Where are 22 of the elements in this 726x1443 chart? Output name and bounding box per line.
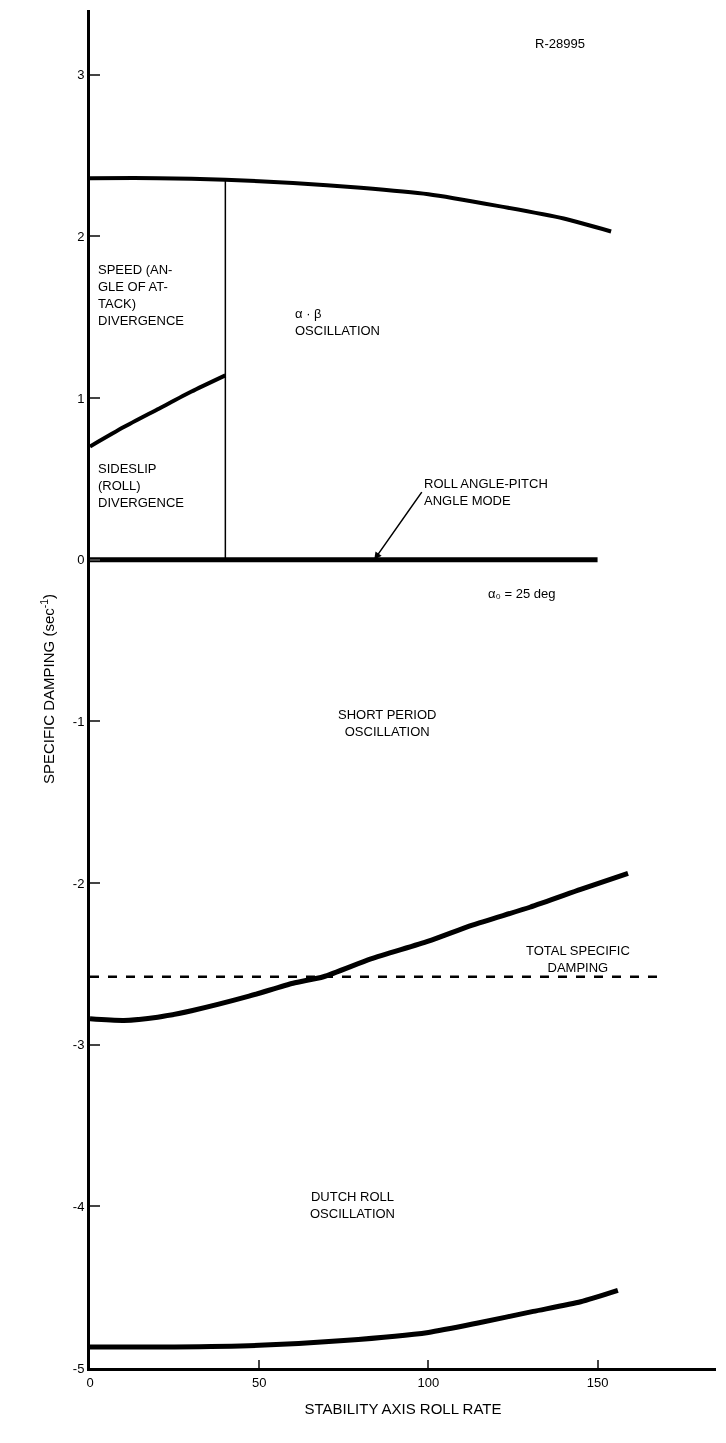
- ref-line-label: TOTAL SPECIFIC DAMPING: [526, 943, 630, 975]
- annotation: R-28995: [535, 36, 585, 51]
- annotation: SIDESLIP (ROLL) DIVERGENCE: [98, 461, 185, 510]
- annotation: α₀ = 25 deg: [488, 586, 556, 601]
- annotation: SPEED (AN- GLE OF AT- TACK) DIVERGENCE: [98, 262, 185, 328]
- x-tick-label: 50: [251, 1374, 267, 1390]
- x-axis-title: STABILITY AXIS ROLL RATE: [304, 1399, 502, 1417]
- y-tick-label: -2: [72, 875, 85, 891]
- x-tick-label: 150: [586, 1374, 609, 1390]
- annotation: α · β OSCILLATION: [295, 306, 381, 338]
- y-tick-label: 2: [77, 228, 85, 244]
- y-tick-label: 1: [77, 390, 85, 406]
- y-tick-label: -1: [72, 713, 85, 729]
- x-tick-label: 100: [417, 1374, 440, 1390]
- annotation: ROLL ANGLE-PITCH ANGLE MODE: [424, 476, 548, 508]
- y-tick-label: 3: [77, 67, 85, 83]
- annotation: SHORT PERIOD OSCILLATION: [338, 707, 437, 739]
- y-tick-label: -5: [72, 1360, 85, 1376]
- y-tick-label: 0: [77, 552, 85, 568]
- y-tick-label: -4: [72, 1198, 85, 1214]
- annotation: DUTCH ROLL OSCILLATION: [310, 1189, 396, 1221]
- y-tick-label: -3: [72, 1037, 85, 1053]
